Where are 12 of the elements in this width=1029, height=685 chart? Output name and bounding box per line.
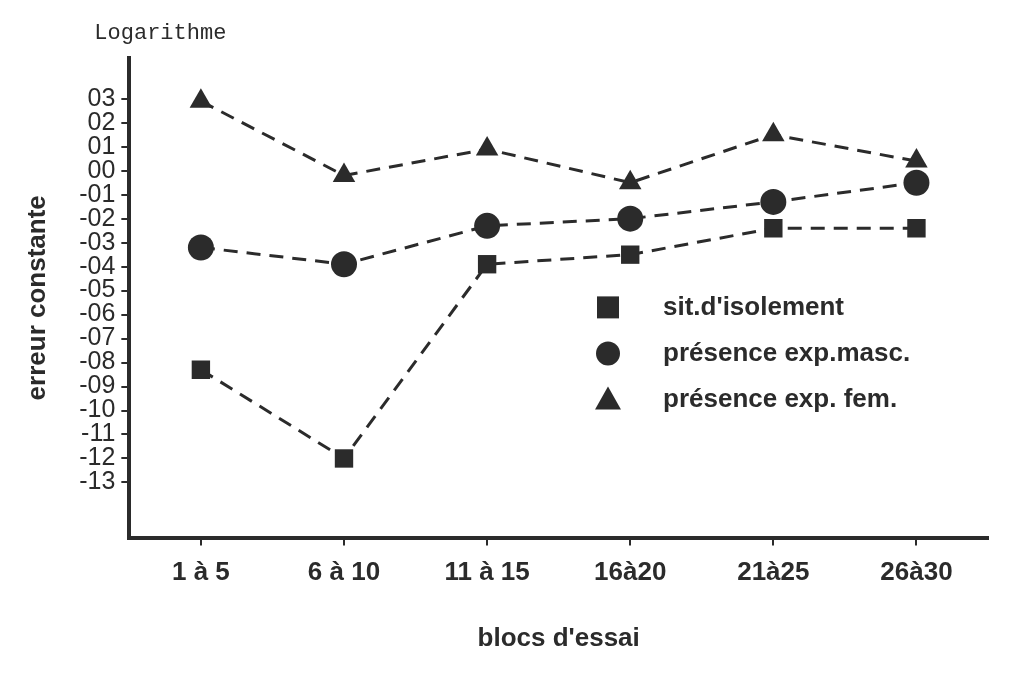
x-tick-label: 11 à 15	[444, 556, 530, 587]
text: Logarithme	[94, 20, 227, 46]
legend-label: présence exp. fem.	[663, 382, 898, 413]
legend-label: présence exp.masc.	[663, 336, 911, 367]
legend-label: sit.d'isolement	[663, 290, 845, 321]
x-tick-label: 16à20	[594, 556, 667, 587]
x-axis-title: blocs d'essai	[477, 621, 640, 652]
x-tick-label: 21à25	[737, 556, 810, 587]
x-tick-label: 6 à 10	[307, 556, 381, 587]
y-axis-title: erreur constante	[20, 195, 51, 401]
x-tick-label: 1 à 5	[171, 556, 230, 587]
x-tick-label: 26à30	[880, 556, 953, 587]
